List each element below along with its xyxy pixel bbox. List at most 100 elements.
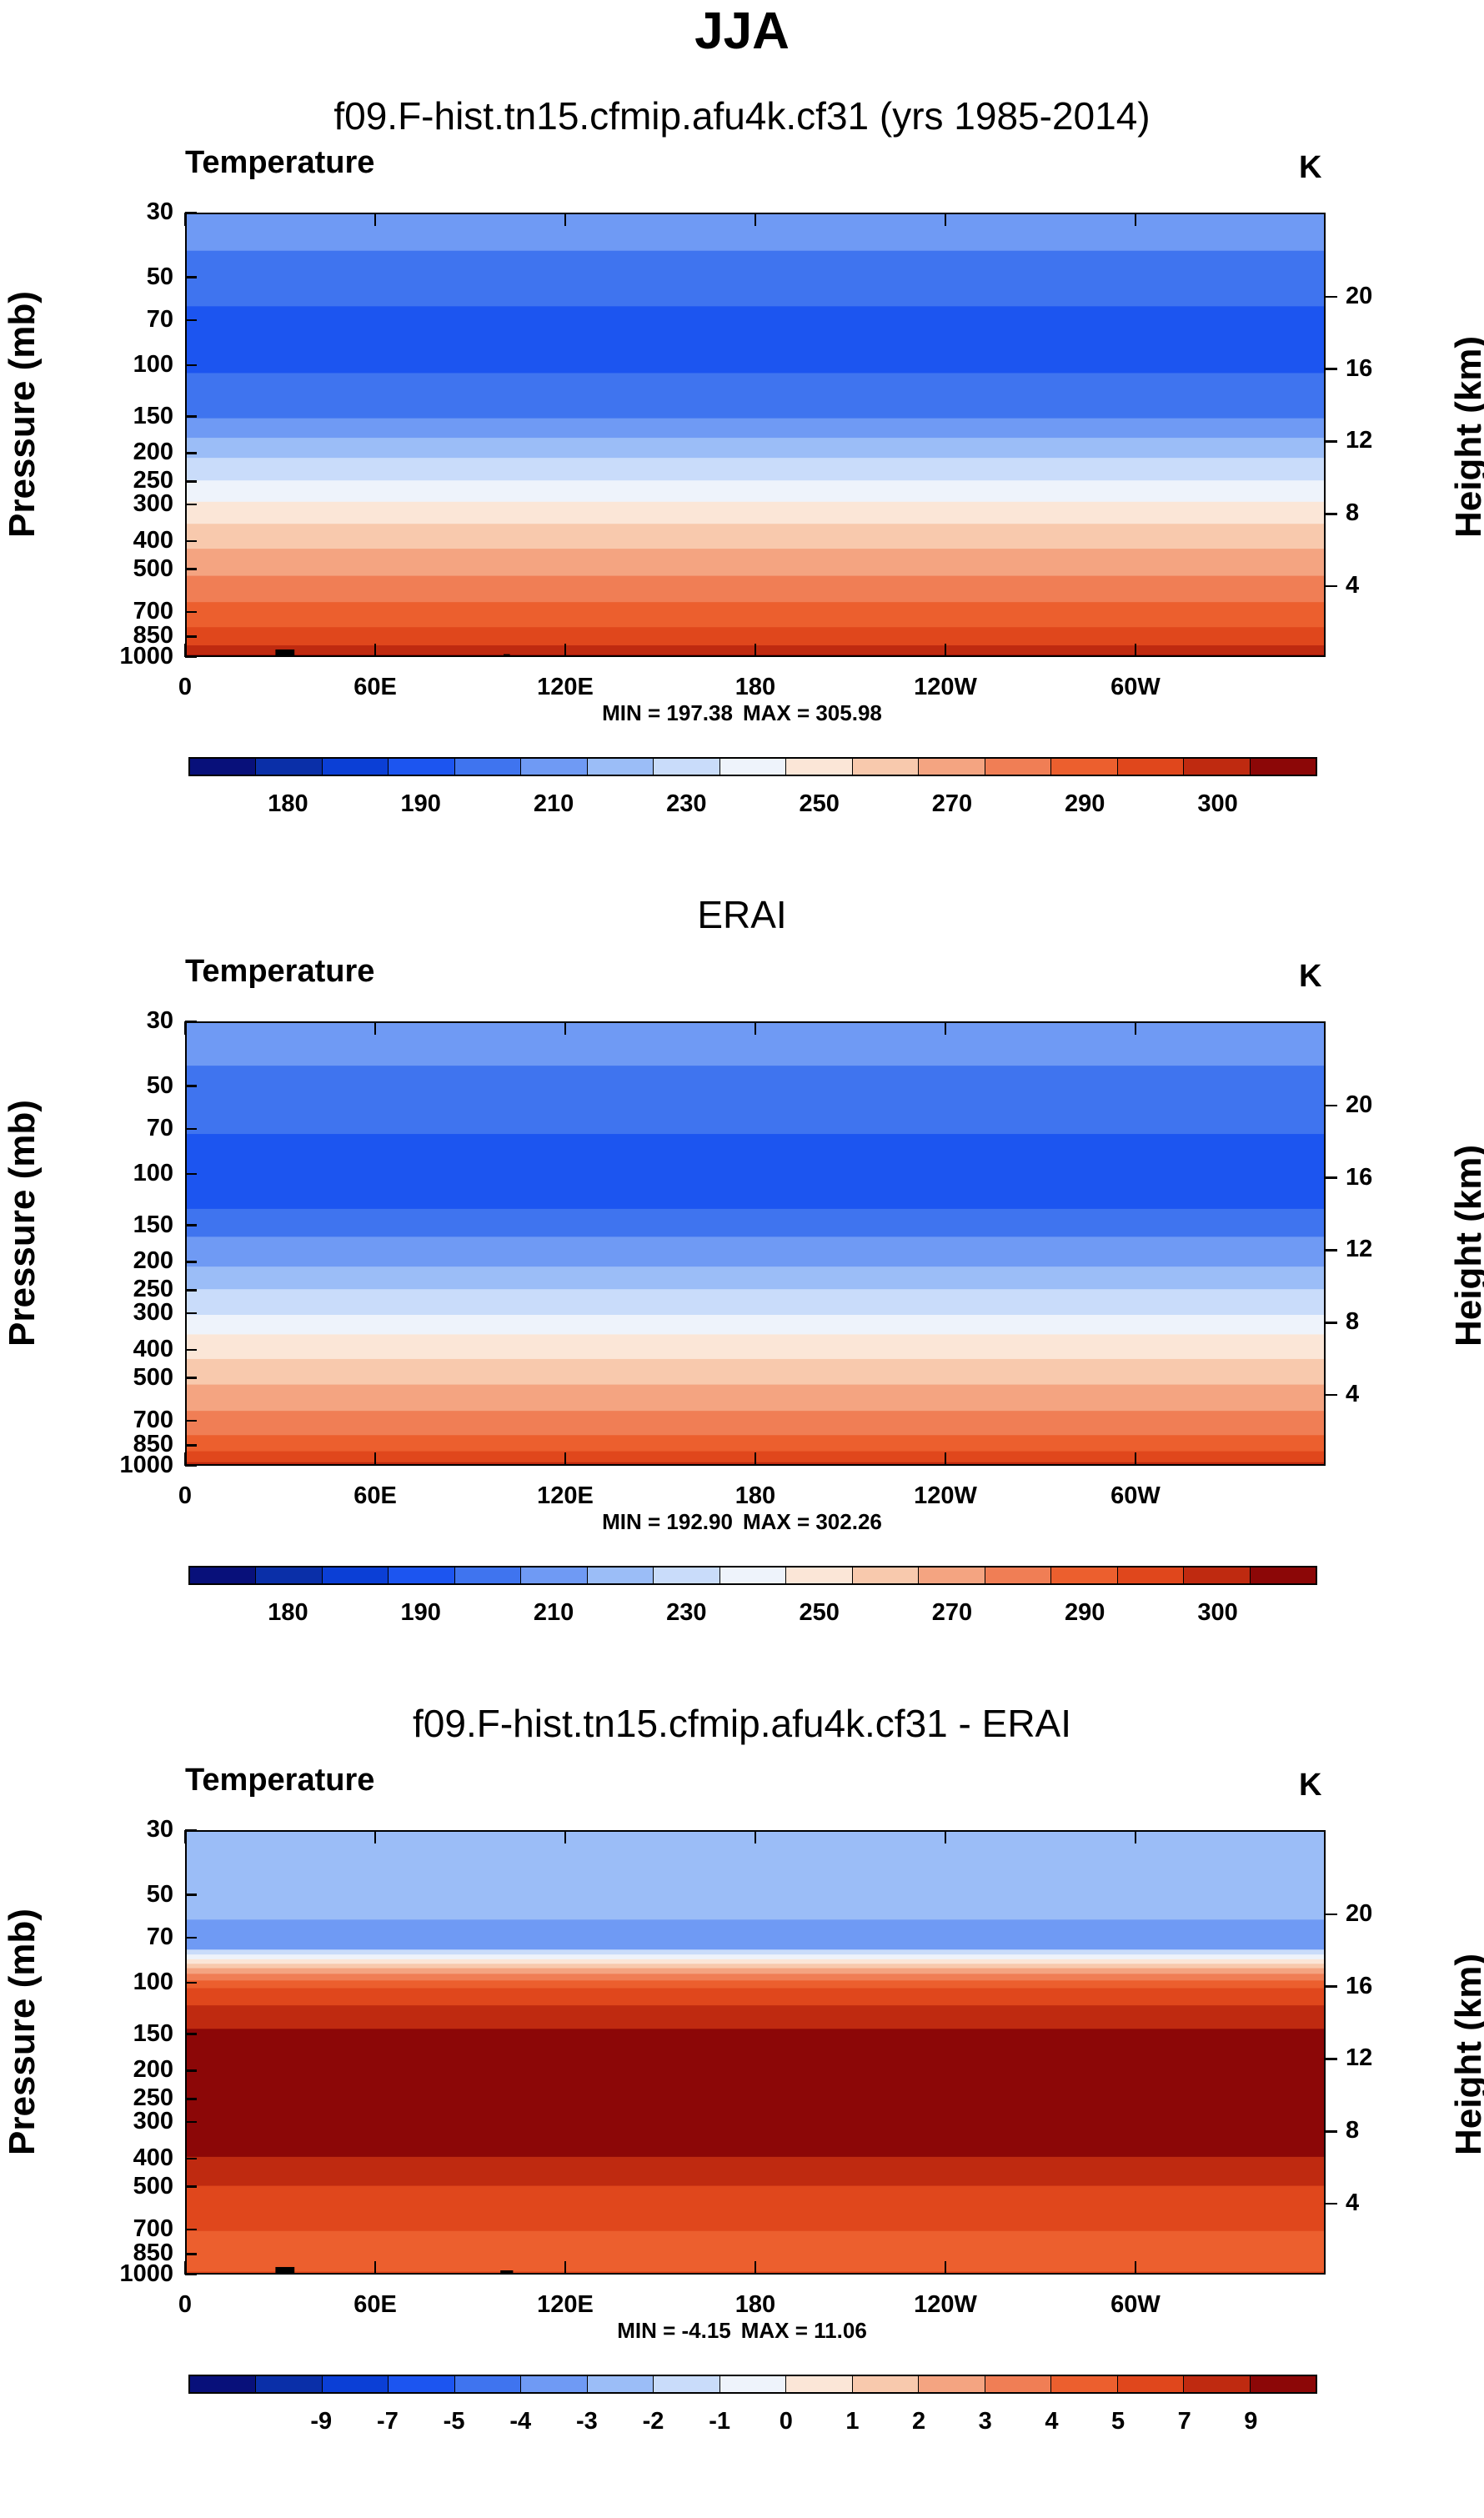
colorbar-box-3: [322, 759, 389, 775]
colorbar-box-8: [654, 759, 720, 775]
colorbar-box-9: [719, 1567, 787, 1583]
topography-mask-3: [294, 655, 319, 657]
colorbar-label: 270: [931, 1599, 973, 1626]
colorbar-box-12: [919, 759, 985, 775]
colorbar-box-8: [654, 1567, 720, 1583]
panel-title: f09.F-hist.tn15.cfmip.afu4k.cf31 - ERAI: [413, 1702, 1071, 1745]
colorbar-label: -2: [642, 2408, 664, 2435]
longitude-tick: [183, 1021, 187, 1035]
contour-band-6: [187, 1964, 1324, 1969]
topography-mask-2: [275, 2266, 295, 2273]
contour-band-14: [187, 627, 1324, 646]
chart-panel-2: ERAI Temperature K Pressure (mb) Height (km)…: [0, 892, 1484, 1709]
height-tick-label: 4: [1346, 2189, 1360, 2217]
pressure-tick: [185, 568, 197, 570]
pressure-tick: [185, 1020, 197, 1023]
longitude-tick: [374, 1452, 377, 1466]
variable-label: Temperature: [185, 954, 375, 989]
pressure-tick-label: 500: [133, 554, 173, 582]
longitude-tick: [183, 1830, 187, 1843]
height-tick-label: 16: [1346, 354, 1373, 382]
pressure-tick: [185, 319, 197, 322]
longitude-tick: [564, 1021, 567, 1035]
pressure-tick: [185, 1261, 197, 1263]
colorbar-box-4: [389, 1567, 455, 1583]
height-tick-label: 12: [1346, 1236, 1373, 1263]
contour-band-9: [187, 501, 1324, 524]
colorbar-box-13: [985, 2376, 1052, 2392]
contour-band-11: [187, 549, 1324, 577]
pressure-tick: [185, 480, 197, 483]
pressure-tick-label: 150: [133, 402, 173, 429]
longitude-tick-label: 120E: [537, 2291, 594, 2318]
colorbar-label: 1: [845, 2408, 860, 2435]
min-value: MIN = -4.15: [617, 2318, 731, 2343]
pressure-tick-label: 70: [146, 1923, 173, 1950]
height-tick: [1326, 2202, 1337, 2205]
y-axis-label-right: Height (km): [1448, 1954, 1484, 2155]
colorbar-label: 230: [666, 1599, 707, 1626]
pressure-tick-label: 850: [133, 1431, 173, 1458]
colorbar-box-16: [1184, 759, 1251, 775]
colorbar-label: 290: [1065, 790, 1105, 817]
topography-mask-1: [212, 2273, 282, 2275]
longitude-tick: [374, 644, 377, 657]
longitude-tick: [1134, 213, 1137, 226]
pressure-tick-label: 200: [133, 439, 173, 466]
height-tick-label: 16: [1346, 1972, 1373, 1999]
colorbar-label: -3: [575, 2408, 598, 2435]
pressure-tick: [185, 415, 197, 418]
longitude-tick: [754, 1452, 757, 1466]
height-tick: [1326, 1249, 1337, 1251]
colorbar-box-11: [852, 759, 920, 775]
plot-area: [185, 213, 1326, 657]
colorbar-box-14: [1051, 759, 1118, 775]
colorbar-label: -4: [509, 2408, 532, 2435]
pressure-tick-label: 30: [146, 198, 173, 225]
topography-mask-1: [212, 655, 282, 657]
height-tick: [1326, 2130, 1337, 2133]
height-tick-label: 12: [1346, 2044, 1373, 2072]
colorbar-box-3: [322, 1567, 389, 1583]
colorbar-label: 300: [1197, 790, 1238, 817]
colorbar-box-6: [521, 1567, 588, 1583]
colorbar-box-15: [1117, 1567, 1185, 1583]
pressure-tick-label: 200: [133, 1247, 173, 1275]
chart-panel-1: f09.F-hist.tn15.cfmip.afu4k.cf31 (yrs 19…: [0, 83, 1484, 900]
topography-mask-4: [500, 2270, 514, 2273]
pressure-tick: [185, 2120, 197, 2124]
pressure-tick-label: 250: [133, 1276, 173, 1303]
pressure-tick: [185, 1444, 197, 1447]
units-label: K: [1299, 150, 1322, 185]
longitude-tick: [564, 213, 567, 226]
pressure-tick: [185, 452, 197, 454]
topography-mask-4: [504, 654, 510, 655]
contour-band-13: [187, 2156, 1324, 2187]
colorbar-box-4: [389, 2376, 455, 2392]
colorbar-box-12: [919, 1567, 985, 1583]
pressure-tick-label: 100: [133, 351, 173, 378]
longitude-tick-label: 60W: [1110, 1482, 1161, 1509]
contour-band-11: [187, 1384, 1324, 1412]
longitude-tick-label: 120E: [537, 674, 594, 700]
colorbar-label: 250: [799, 790, 840, 817]
height-tick: [1326, 1985, 1337, 1988]
colorbar-box-8: [654, 2376, 720, 2392]
colorbar-box-4: [389, 759, 455, 775]
pressure-tick: [185, 2069, 197, 2072]
pressure-tick-label: 50: [146, 263, 173, 290]
pressure-tick: [185, 2185, 197, 2188]
colorbar-box-3: [322, 2376, 389, 2392]
contour-band-8: [187, 480, 1324, 503]
colorbar-box-11: [852, 2376, 920, 2392]
contour-band-13: [187, 1435, 1324, 1452]
longitude-tick: [374, 213, 377, 226]
longitude-tick: [183, 213, 187, 226]
longitude-tick: [1134, 1452, 1137, 1466]
height-tick-label: 4: [1346, 572, 1360, 599]
colorbar-box-12: [919, 2376, 985, 2392]
variable-label: Temperature: [185, 145, 375, 180]
pressure-tick: [185, 610, 197, 614]
pressure-tick: [185, 1894, 197, 1896]
y-axis-label: Pressure (mb): [2, 291, 43, 538]
